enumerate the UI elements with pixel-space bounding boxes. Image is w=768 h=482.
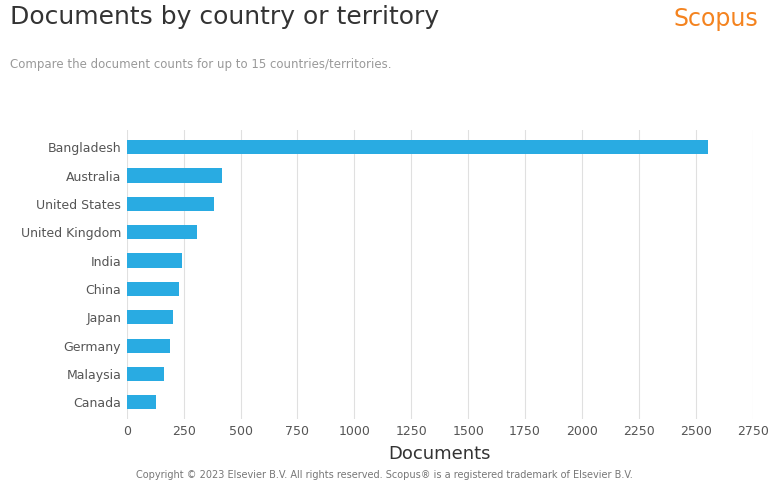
- Text: Scopus: Scopus: [674, 7, 758, 31]
- Bar: [127, 225, 197, 239]
- Bar: [127, 254, 183, 268]
- Bar: [127, 140, 708, 154]
- Bar: [127, 367, 164, 381]
- Bar: [127, 282, 179, 296]
- Bar: [127, 168, 222, 183]
- Text: Copyright © 2023 Elsevier B.V. All rights reserved. Scopus® is a registered trad: Copyright © 2023 Elsevier B.V. All right…: [136, 469, 632, 480]
- Bar: [127, 310, 174, 324]
- Text: Compare the document counts for up to 15 countries/territories.: Compare the document counts for up to 15…: [10, 58, 392, 71]
- Bar: [127, 395, 157, 409]
- X-axis label: Documents: Documents: [389, 445, 491, 463]
- Bar: [127, 338, 170, 353]
- Bar: [127, 197, 214, 211]
- Text: Documents by country or territory: Documents by country or territory: [10, 5, 439, 29]
